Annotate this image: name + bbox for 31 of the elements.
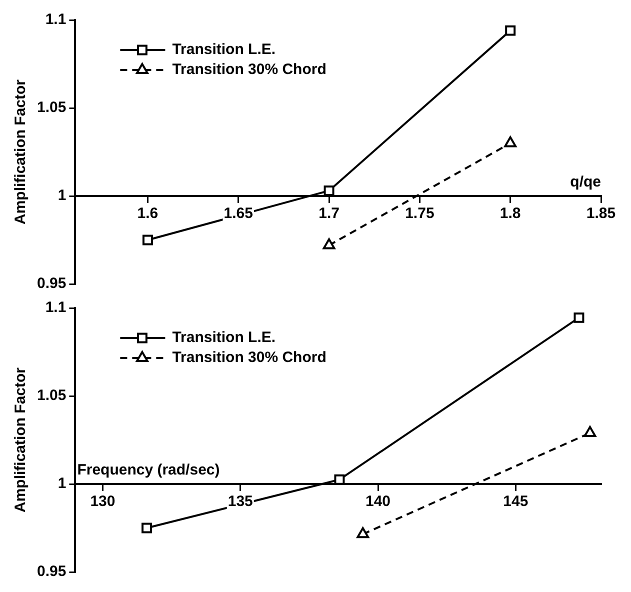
x-tick-label: 130 [90,493,116,510]
x-tick-label: 140 [366,493,391,510]
y-tick-label: 1 [58,187,66,204]
x-tick-label: 1.85 [586,205,616,222]
x-tick-label: 1.75 [405,205,434,222]
x-axis-title: Frequency (rad/sec) [77,462,220,479]
y-tick-label: 1.1 [45,299,66,316]
y-tick-label: 1 [58,475,66,492]
legend-label: Transition L.E. [172,329,276,346]
point [574,312,584,323]
x-axis-title: q/qe [570,174,601,191]
legend-label: Transition 30% Chord [172,61,326,78]
y-tick-label: 1.05 [36,387,66,404]
y-axis-title: Amplification Factor [12,367,30,513]
x-tick-label: 1.65 [224,205,253,222]
x-tick-label: 1.7 [318,205,340,222]
point [142,234,153,246]
point [324,185,334,196]
y-axis-title: Amplification Factor [12,79,30,225]
point [505,25,516,36]
y-tick-label: 1.05 [36,99,66,116]
legend-label: Transition 30% Chord [172,349,326,366]
y-tick-label: 1.1 [45,11,66,28]
y-tick-label: 0.95 [36,563,66,580]
x-tick-label: 1.6 [137,205,158,222]
point [142,522,152,534]
x-tick-label: 145 [503,493,528,510]
y-tick-label: 0.95 [36,275,66,292]
x-tick-label: 135 [228,493,253,510]
x-tick-label: 1.8 [500,205,521,222]
legend-label: Transition L.E. [172,41,276,58]
